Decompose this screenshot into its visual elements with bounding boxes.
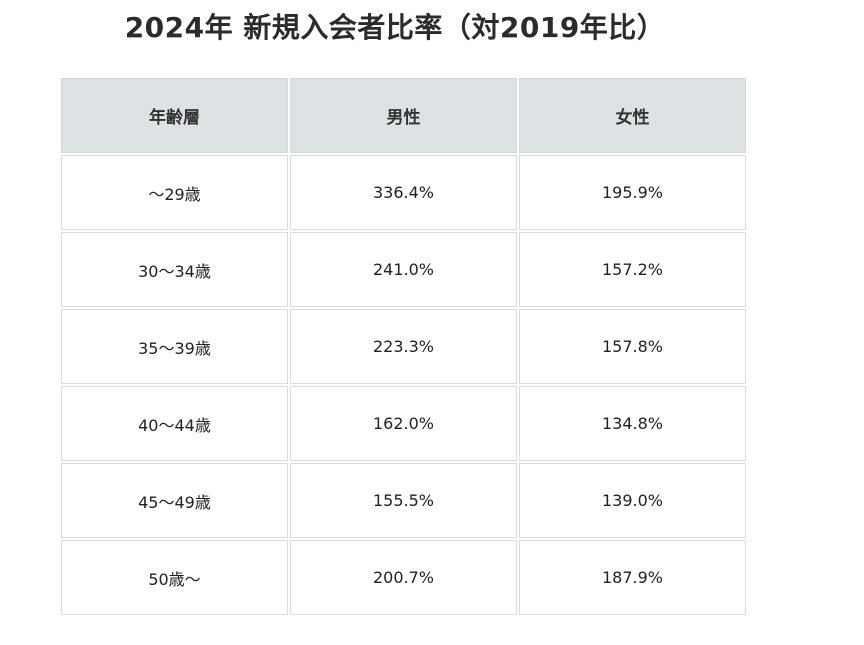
table-cell-age: 50歳～ [61, 540, 288, 615]
table-cell-male: 162.0% [290, 386, 517, 461]
table-cell-male: 241.0% [290, 232, 517, 307]
header-age-group: 年齢層 [61, 78, 288, 153]
header-male: 男性 [290, 78, 517, 153]
table-cell-age: 45～49歳 [61, 463, 288, 538]
ratio-table: 年齢層 男性 女性 ～29歳 336.4% 195.9% 30～34歳 241.… [61, 78, 746, 615]
table-cell-female: 134.8% [519, 386, 746, 461]
table-cell-female: 157.2% [519, 232, 746, 307]
table-cell-male: 336.4% [290, 155, 517, 230]
table-cell-male: 155.5% [290, 463, 517, 538]
table-cell-age: 30～34歳 [61, 232, 288, 307]
table-cell-female: 139.0% [519, 463, 746, 538]
table-cell-age: 35～39歳 [61, 309, 288, 384]
header-female: 女性 [519, 78, 746, 153]
table-cell-female: 157.8% [519, 309, 746, 384]
table-cell-age: 40～44歳 [61, 386, 288, 461]
table-cell-age: ～29歳 [61, 155, 288, 230]
table-cell-male: 200.7% [290, 540, 517, 615]
table-cell-female: 195.9% [519, 155, 746, 230]
table-cell-male: 223.3% [290, 309, 517, 384]
table-cell-female: 187.9% [519, 540, 746, 615]
page-title: 2024年 新規入会者比率（対2019年比） [124, 11, 666, 44]
